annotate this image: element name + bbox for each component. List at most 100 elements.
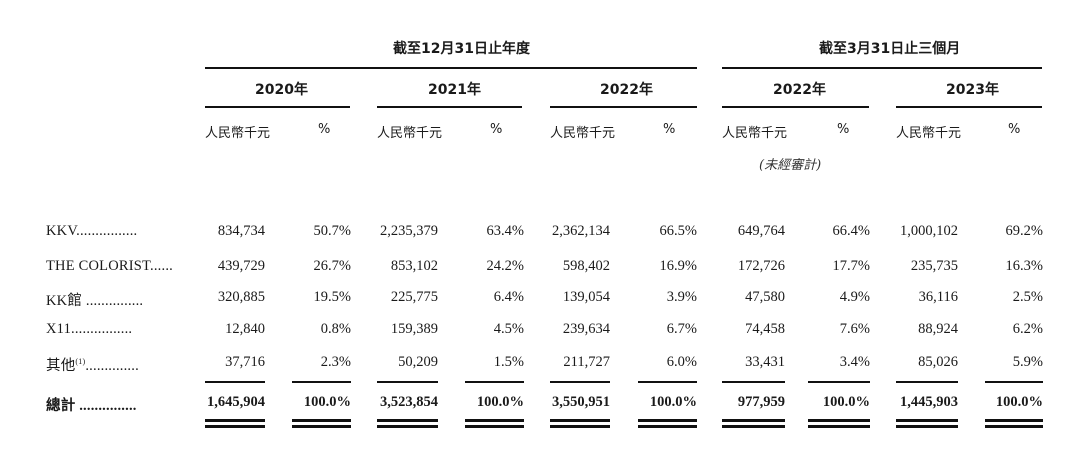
total-double-rule	[808, 419, 870, 422]
amount-cell: 50,209	[398, 354, 438, 370]
percent-cell: 24.2%	[486, 258, 524, 274]
amount-cell: 172,726	[737, 258, 785, 274]
percent-cell: 4.9%	[839, 289, 870, 305]
amount-cell: 2,235,379	[380, 223, 438, 239]
year-rule-2022	[550, 106, 697, 108]
total-double-rule	[205, 419, 265, 422]
year-rule-2022-q	[722, 106, 869, 108]
amount-cell: 598,402	[562, 258, 610, 274]
total-double-rule	[722, 419, 785, 422]
unit-header: 人民幣千元	[550, 126, 616, 141]
amount-cell: 1,000,102	[900, 223, 958, 239]
amount-cell: 12,840	[225, 321, 265, 337]
percent-cell: 2.5%	[1012, 289, 1043, 305]
total-double-rule	[638, 419, 697, 422]
total-double-rule	[985, 419, 1043, 422]
total-double-rule	[550, 425, 610, 428]
total-percent-cell: 100.0%	[649, 394, 697, 410]
row-label-the-colorist: THE COLORIST......	[46, 258, 173, 274]
subtotal-rule	[205, 381, 265, 383]
subtotal-rule	[377, 381, 438, 383]
year-header-2021: 2021年	[428, 82, 481, 98]
total-double-rule	[465, 419, 524, 422]
percent-cell: 2.3%	[320, 354, 351, 370]
percent-cell: 69.2%	[1005, 223, 1043, 239]
percent-cell: 16.3%	[1005, 258, 1043, 274]
total-percent-cell: 100.0%	[476, 394, 524, 410]
amount-cell: 47,580	[745, 289, 785, 305]
row-label-kkv: KKV................	[46, 223, 138, 239]
percent-cell: 63.4%	[486, 223, 524, 239]
percent-cell: 7.6%	[839, 321, 870, 337]
percent-cell: 6.7%	[666, 321, 697, 337]
row-label-others: 其他(1)..............	[46, 354, 139, 375]
amount-cell: 33,431	[745, 354, 785, 370]
year-header-2022-q: 2022年	[773, 82, 826, 98]
amount-cell: 225,775	[390, 289, 438, 305]
quarter-header: 截至3月31日止三個月	[819, 41, 961, 57]
total-amount-cell: 977,959	[737, 394, 785, 410]
unit-header: 人民幣千元	[722, 126, 788, 141]
subtotal-rule	[292, 381, 351, 383]
percent-cell: 50.7%	[313, 223, 351, 239]
percent-cell: 6.2%	[1012, 321, 1043, 337]
pct-header: %	[663, 122, 676, 137]
percent-cell: 66.5%	[659, 223, 697, 239]
total-double-rule	[292, 419, 351, 422]
amount-cell: 853,102	[390, 258, 438, 274]
subtotal-rule	[550, 381, 610, 383]
amount-cell: 649,764	[737, 223, 785, 239]
percent-cell: 6.0%	[666, 354, 697, 370]
amount-cell: 74,458	[745, 321, 785, 337]
year-rule-2020	[205, 106, 350, 108]
percent-cell: 3.9%	[666, 289, 697, 305]
row-label-others-text: 其他	[46, 358, 76, 374]
unit-header: 人民幣千元	[205, 126, 271, 141]
subtotal-rule	[638, 381, 697, 383]
percent-cell: 3.4%	[839, 354, 870, 370]
pct-header: %	[837, 122, 850, 137]
amount-cell: 36,116	[918, 289, 958, 305]
percent-cell: 0.8%	[320, 321, 351, 337]
row-label-others-leader: ..............	[85, 358, 139, 374]
total-double-rule	[638, 425, 697, 428]
total-double-rule	[722, 425, 785, 428]
subtotal-rule	[465, 381, 524, 383]
year-header-2023-q: 2023年	[946, 82, 999, 98]
subtotal-rule	[896, 381, 958, 383]
percent-cell: 5.9%	[1012, 354, 1043, 370]
quarter-rule	[722, 67, 1042, 69]
total-double-rule	[292, 425, 351, 428]
total-double-rule	[465, 425, 524, 428]
fiscal-year-rule	[205, 67, 697, 69]
total-amount-cell: 3,523,854	[380, 394, 438, 410]
total-amount-cell: 3,550,951	[552, 394, 610, 410]
amount-cell: 159,389	[390, 321, 438, 337]
row-label-kk-guan: KK館 ...............	[46, 293, 144, 309]
amount-cell: 139,054	[562, 289, 610, 305]
unit-header: 人民幣千元	[896, 126, 962, 141]
row-label-total: 總計 ...............	[46, 398, 137, 414]
total-amount-cell: 1,645,904	[207, 394, 265, 410]
year-rule-2021	[377, 106, 522, 108]
unit-header: 人民幣千元	[377, 126, 443, 141]
percent-cell: 1.5%	[493, 354, 524, 370]
amount-cell: 834,734	[217, 223, 265, 239]
total-amount-cell: 1,445,903	[900, 394, 958, 410]
percent-cell: 26.7%	[313, 258, 351, 274]
total-double-rule	[377, 425, 438, 428]
subtotal-rule	[808, 381, 870, 383]
total-percent-cell: 100.0%	[995, 394, 1043, 410]
total-double-rule	[896, 419, 958, 422]
amount-cell: 320,885	[217, 289, 265, 305]
total-percent-cell: 100.0%	[303, 394, 351, 410]
amount-cell: 235,735	[910, 258, 958, 274]
year-rule-2023-q	[896, 106, 1042, 108]
total-double-rule	[205, 425, 265, 428]
percent-cell: 17.7%	[832, 258, 870, 274]
amount-cell: 2,362,134	[552, 223, 610, 239]
percent-cell: 4.5%	[493, 321, 524, 337]
pct-header: %	[318, 122, 331, 137]
percent-cell: 16.9%	[659, 258, 697, 274]
unaudited-note: (未經審計)	[759, 158, 822, 173]
